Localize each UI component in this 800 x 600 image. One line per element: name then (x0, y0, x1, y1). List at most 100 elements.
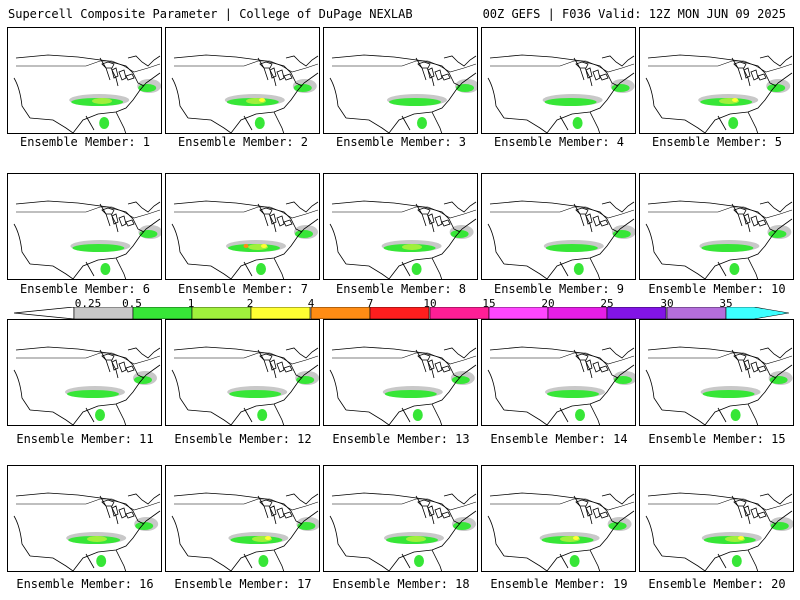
great-lake (283, 73, 293, 81)
great-lake (259, 61, 273, 69)
scp-field (701, 517, 793, 567)
coastline (72, 218, 161, 279)
coastline (243, 407, 253, 423)
canada-border (490, 352, 635, 365)
colorbar-tick-label: 7 (366, 297, 374, 310)
map-svg (645, 346, 793, 425)
coastline (329, 223, 347, 265)
coastline (589, 549, 601, 571)
great-lake (575, 499, 589, 507)
ensemble-member-label: Ensemble Member: 6 (19, 282, 151, 296)
colorbar-tick-label: 15 (482, 297, 496, 310)
coastline (704, 218, 793, 279)
scp-contour (265, 536, 271, 540)
great-lake (269, 505, 277, 517)
great-lake (599, 511, 609, 519)
great-lake (434, 507, 443, 519)
great-lake (125, 511, 135, 519)
coastline (331, 200, 461, 233)
great-lake (101, 499, 115, 507)
great-lake (592, 361, 601, 373)
great-lake (750, 361, 759, 373)
great-lake (592, 507, 601, 519)
coastline (645, 369, 663, 411)
map-svg (171, 346, 319, 425)
scp-contour (295, 230, 313, 238)
ensemble-member-map (481, 465, 636, 572)
coastline (115, 403, 127, 425)
scp-contour (768, 230, 787, 238)
coastline (72, 510, 161, 571)
scp-contour (769, 376, 788, 384)
scp-contour (545, 244, 598, 252)
basemap (487, 200, 635, 279)
coastline (171, 369, 189, 411)
coastline (115, 111, 127, 133)
basemap (13, 200, 161, 279)
great-lake (757, 219, 767, 227)
basemap (171, 492, 319, 571)
scp-contour (411, 263, 422, 275)
coastline (431, 111, 443, 133)
canada-border (490, 206, 635, 219)
great-lake (269, 213, 277, 225)
coastline (243, 261, 253, 277)
scp-contour (67, 390, 119, 398)
basemap (487, 492, 635, 571)
coastline (546, 364, 635, 425)
basemap (329, 492, 477, 571)
great-lake (575, 353, 589, 361)
ensemble-member-label: Ensemble Member: 16 (16, 577, 154, 591)
coastline (173, 492, 303, 525)
coastline (171, 223, 189, 265)
colorbar-tick-label: 25 (600, 297, 614, 310)
scp-field (543, 225, 635, 275)
coastline (601, 201, 635, 213)
colorbar-tick-label: 4 (307, 297, 315, 310)
coastline (13, 77, 31, 119)
scp-field (381, 225, 474, 275)
ensemble-member-map (481, 319, 636, 426)
great-lake (441, 365, 451, 373)
coastline (15, 492, 145, 525)
scp-contour (729, 263, 740, 275)
scp-contour (417, 117, 427, 129)
great-lake (441, 511, 451, 519)
scp-contour (702, 390, 755, 398)
great-lake (585, 213, 593, 225)
basemap (171, 54, 319, 133)
coastline (503, 117, 548, 133)
coastline (661, 117, 706, 133)
great-lake (743, 505, 751, 517)
map-svg (487, 200, 635, 279)
coastline (29, 555, 74, 571)
coastline (589, 257, 601, 279)
map-svg (13, 200, 161, 279)
coastline (15, 346, 145, 379)
ensemble-member-label: Ensemble Member: 15 (648, 432, 786, 446)
ensemble-member-label: Ensemble Member: 14 (490, 432, 628, 446)
ensemble-member-map (639, 27, 794, 134)
scp-contour (608, 522, 627, 530)
coastline (503, 263, 548, 279)
scp-field (387, 79, 477, 129)
scp-contour (293, 84, 312, 92)
coastline (388, 218, 477, 279)
map-svg (13, 346, 161, 425)
coastline (285, 55, 319, 67)
map-svg (13, 54, 161, 133)
scp-contour (573, 536, 579, 540)
coastline (559, 115, 569, 131)
great-lake (585, 359, 593, 371)
coastline (661, 409, 706, 425)
coastline (601, 493, 635, 505)
great-lake (417, 353, 431, 361)
coastline (127, 201, 161, 213)
map-svg (171, 54, 319, 133)
great-lake (750, 507, 759, 519)
colorbar-segment (73, 307, 134, 319)
scp-contour (575, 409, 585, 421)
ensemble-member-label: Ensemble Member: 7 (177, 282, 309, 296)
coastline (401, 115, 411, 131)
scp-field (227, 371, 319, 421)
